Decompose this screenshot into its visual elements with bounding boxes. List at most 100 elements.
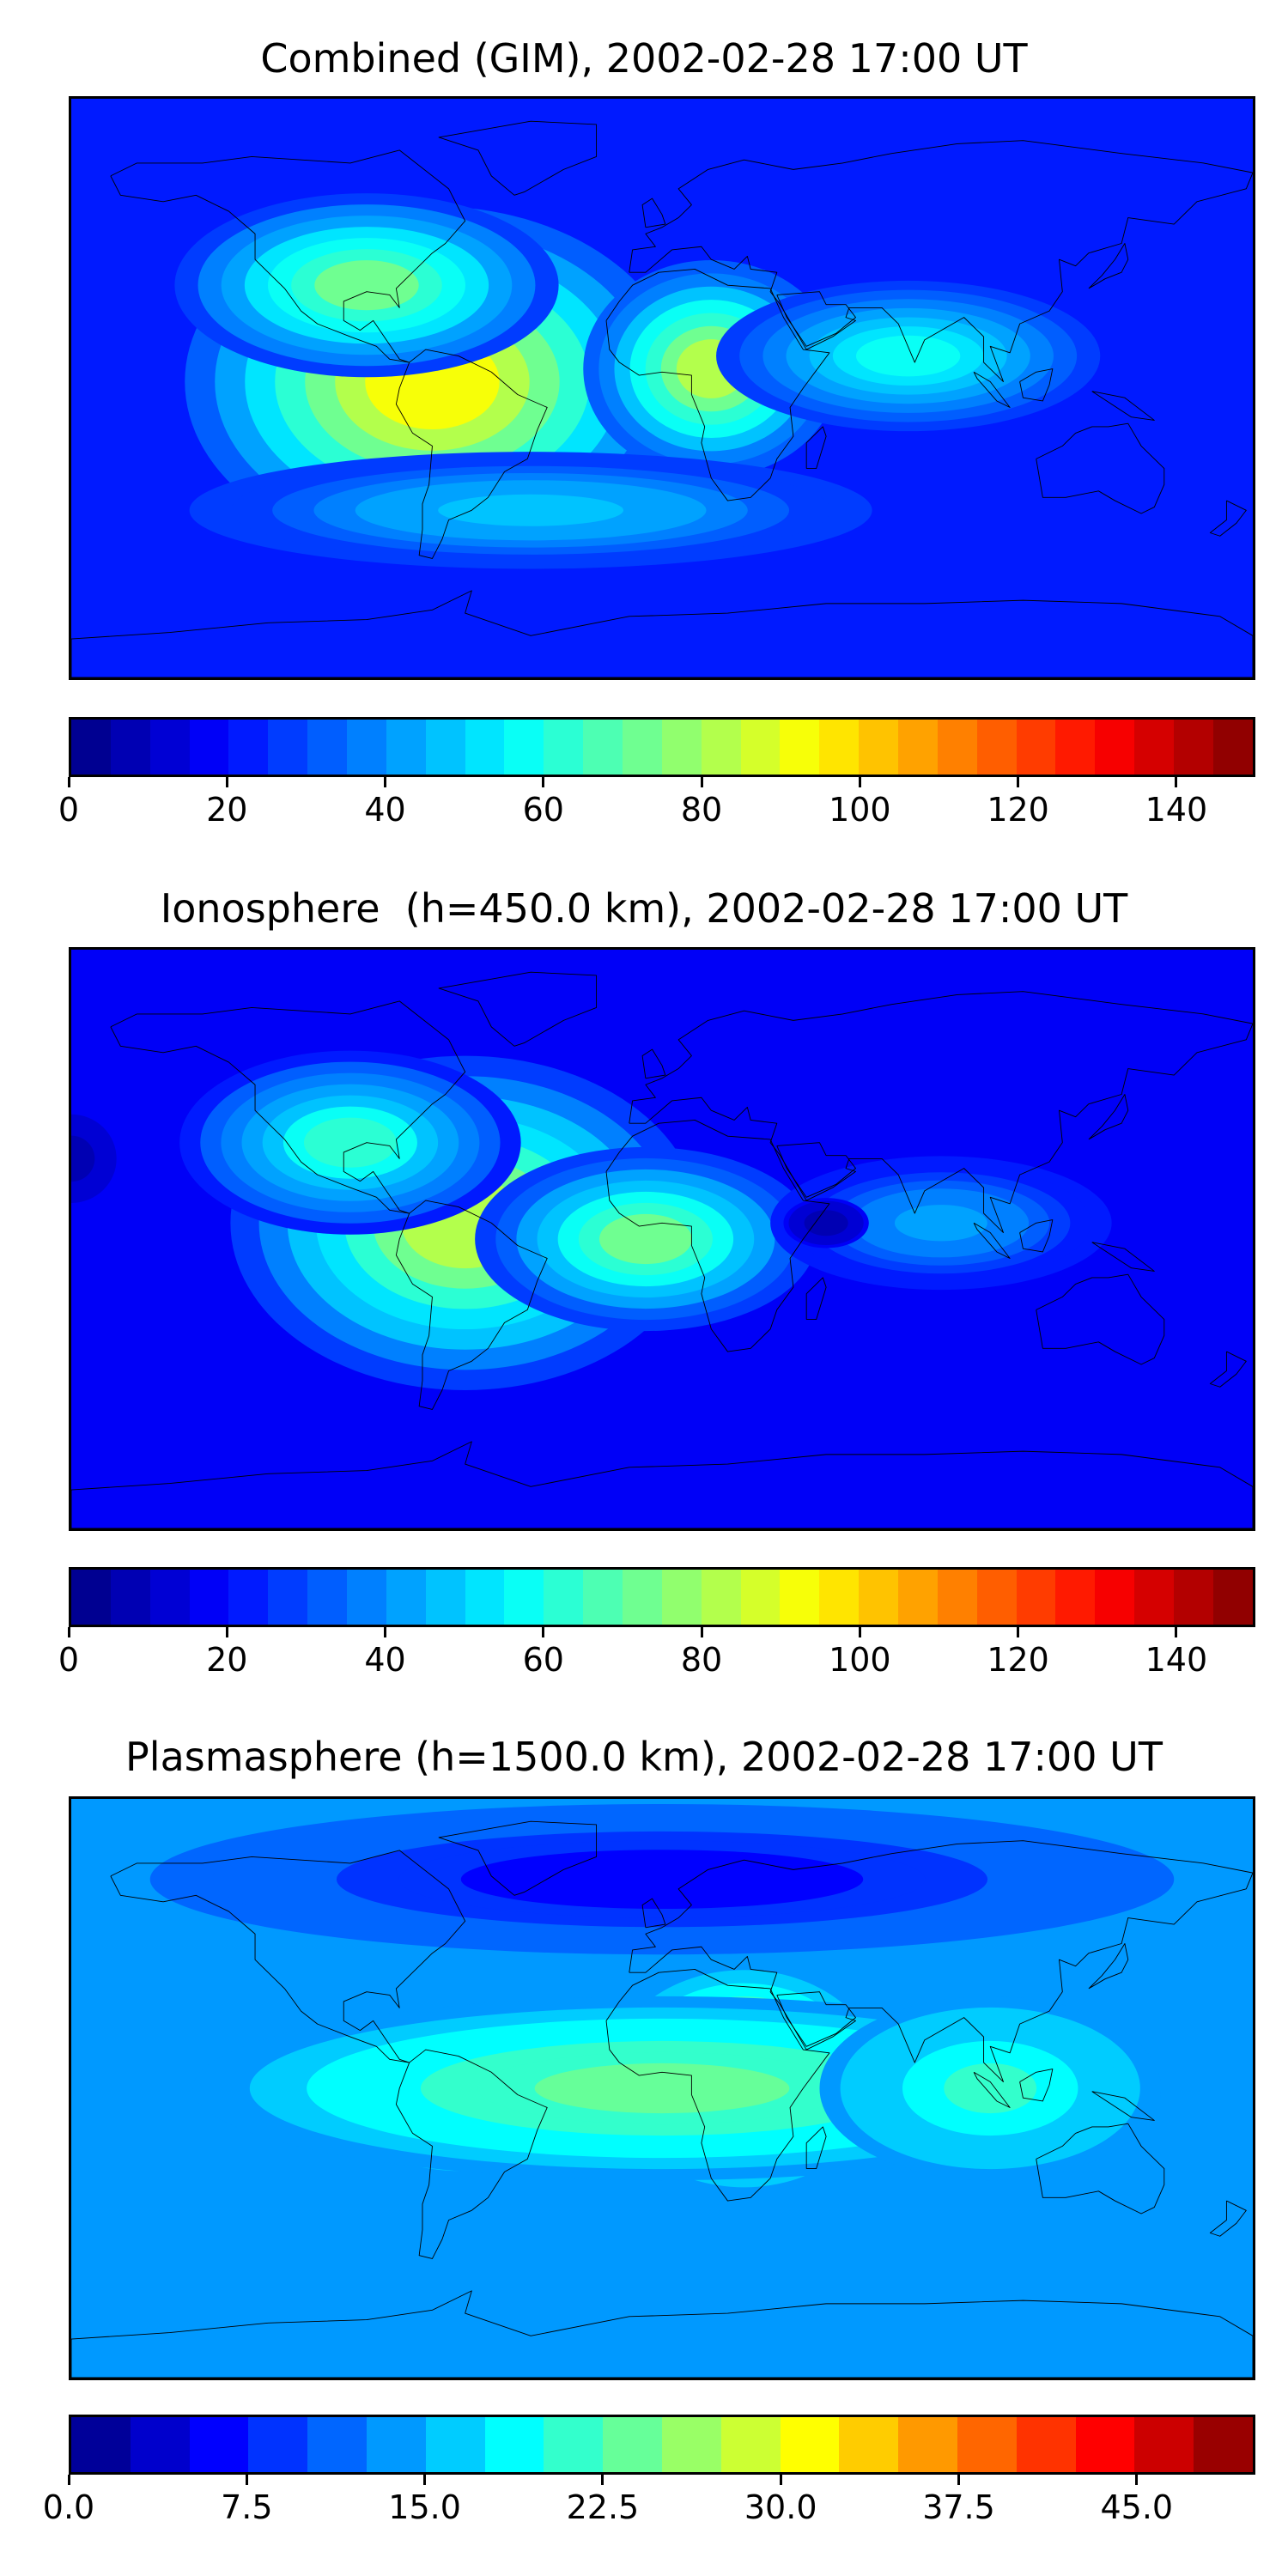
colorbar-swatch: [1075, 2417, 1135, 2472]
coastline-13: [1210, 2201, 1246, 2236]
colorbar-swatch: [740, 720, 781, 775]
coastline-10: [1020, 369, 1053, 401]
colorbar-ticks-plasmasphere: 0.0 7.5 15.0 22.5 30.0 37.5 45.0: [43, 2475, 1255, 2526]
colorbar-swatch: [701, 720, 741, 775]
colorbar-swatch: [898, 2417, 957, 2472]
colorbar-swatch: [307, 1570, 348, 1625]
contour-atlantic-africa: [598, 1213, 692, 1265]
coastline-8: [642, 1049, 665, 1078]
colorbar-tick-label: 140: [1145, 791, 1208, 829]
colorbar-tick-label: 22.5: [566, 2488, 640, 2526]
colorbar-tick-label: 120: [987, 1641, 1049, 1679]
contour-northern-low: [523, 1858, 801, 1900]
colorbar-combined: [69, 717, 1255, 777]
coastline-7: [806, 2127, 826, 2169]
colorbar-swatch: [603, 2417, 662, 2472]
colorbar-tick-label: 80: [680, 1641, 723, 1679]
colorbar-swatch: [71, 720, 111, 775]
colorbar-tick: [67, 777, 70, 787]
colorbar-tick: [1175, 777, 1178, 787]
colorbar-swatch: [1095, 720, 1135, 775]
colorbar-tick: [601, 2475, 605, 2485]
colorbar-swatch: [976, 720, 1017, 775]
heatmap-ionosphere: [71, 950, 1253, 1528]
colorbar-swatch: [465, 720, 505, 775]
colorbar-tick-label: 0: [58, 791, 80, 829]
colorbar-swatch: [937, 1570, 977, 1625]
colorbar-swatch: [1174, 720, 1213, 775]
map-plasmasphere: [69, 1796, 1255, 2380]
colorbar-tick-label: 45.0: [1100, 2488, 1174, 2526]
colorbar-tick-label: 0.0: [42, 2488, 95, 2526]
colorbar-tick: [700, 777, 703, 787]
coastline-13: [1210, 501, 1246, 536]
coastline-5: [777, 1992, 856, 2047]
colorbar-swatch: [268, 720, 308, 775]
colorbar-ionosphere: [69, 1567, 1255, 1627]
colorbar-tick: [542, 777, 545, 787]
colorbar-swatch: [1134, 720, 1175, 775]
coastline-11: [974, 2072, 1010, 2107]
colorbar-swatch: [71, 2417, 131, 2472]
colorbar-swatch: [859, 1570, 899, 1625]
colorbar-tick-label: 40: [364, 791, 406, 829]
colorbar-swatch: [307, 720, 348, 775]
colorbar-swatch: [504, 720, 544, 775]
colorbar-tick: [1175, 1627, 1178, 1637]
colorbar-swatch: [898, 1570, 938, 1625]
coastline-10: [1020, 1220, 1053, 1252]
coastline-4: [606, 269, 829, 501]
coastline-10: [1020, 2069, 1053, 2101]
coastline-3: [629, 1841, 1253, 2082]
colorbar-tick: [1017, 1627, 1020, 1637]
colorbar-swatch: [1055, 720, 1096, 775]
colorbar-swatch: [544, 2417, 604, 2472]
colorbar-tick-label: 20: [206, 1641, 248, 1679]
contour-pacific-west-minimum: [71, 1142, 88, 1175]
coastline-8: [642, 198, 665, 228]
colorbar-swatch: [248, 2417, 308, 2472]
colorbar-swatch: [898, 720, 938, 775]
colorbar-tick-label: 80: [680, 791, 723, 829]
coastline-4: [606, 1969, 829, 2201]
colorbar-swatch: [780, 720, 820, 775]
colorbar-swatch: [1194, 2417, 1253, 2472]
coastline-1: [439, 972, 596, 1046]
colorbar-swatch: [386, 1570, 426, 1625]
coastline-4: [606, 1120, 829, 1352]
coastline-9: [1089, 1095, 1128, 1139]
colorbar-swatch: [366, 2417, 426, 2472]
colorbar-swatch: [976, 1570, 1017, 1625]
colorbar-tick: [67, 1627, 70, 1637]
colorbar-swatch: [1134, 2417, 1194, 2472]
coastline-5: [777, 292, 856, 347]
colorbar-swatch: [504, 1570, 544, 1625]
colorbar-plasmasphere: [69, 2415, 1255, 2475]
chart-title-combined: Combined (GIM), 2002-02-28 17:00 UT: [260, 35, 1028, 82]
contour-tropical-band: [534, 2063, 790, 2114]
coastline-1: [439, 121, 596, 195]
colorbar-swatch: [859, 720, 899, 775]
colorbar-ticks-ionosphere: 0 20 40 60 80 100 120 140: [58, 1627, 1255, 1679]
colorbar-swatch: [484, 2417, 544, 2472]
colorbar-swatch: [740, 1570, 781, 1625]
coastline-7: [806, 427, 826, 469]
colorbar-tick: [225, 1627, 228, 1637]
contour-north-america-band: [303, 1117, 397, 1168]
colorbar-tick-label: 120: [987, 791, 1049, 829]
colorbar-tick: [384, 1627, 387, 1637]
colorbar-tick-label: 60: [522, 791, 564, 829]
colorbar-swatch: [425, 720, 465, 775]
colorbar-swatch: [228, 1570, 269, 1625]
colorbar-swatch: [268, 1570, 308, 1625]
colorbar-tick-label: 20: [206, 791, 248, 829]
colorbar-tick-label: 100: [829, 1641, 891, 1679]
colorbar-tick: [384, 777, 387, 787]
colorbar-swatch: [780, 2417, 840, 2472]
colorbar-tick: [1135, 2475, 1139, 2485]
colorbar-swatch: [386, 720, 426, 775]
colorbar-tick-label: 15.0: [388, 2488, 461, 2526]
colorbar-swatch: [130, 2417, 190, 2472]
colorbar-tick-label: 60: [522, 1641, 564, 1679]
chart-title-plasmasphere: Plasmasphere (h=1500.0 km), 2002-02-28 1…: [125, 1734, 1163, 1780]
